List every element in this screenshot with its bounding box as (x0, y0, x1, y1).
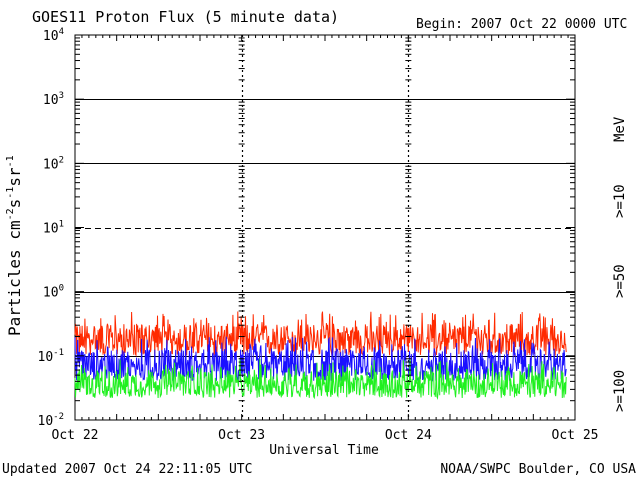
x-tick-label: Oct 22 (52, 428, 99, 443)
x-tick-label: Oct 25 (552, 428, 599, 443)
y-tick-label: 104 (43, 27, 64, 44)
flux-series (74, 311, 567, 400)
updated-timestamp: Updated 2007 Oct 24 22:11:05 UTC (2, 462, 252, 477)
legend-ge100: >=100 (612, 370, 628, 412)
y-tick-label: 10-1 (38, 348, 65, 365)
chart-title: GOES11 Proton Flux (5 minute data) (32, 8, 339, 26)
y-label-exp2: -1 (5, 187, 16, 199)
y-label-exp1: -2 (5, 208, 16, 220)
units-label: MeV (612, 116, 628, 142)
y-tick-label: 102 (43, 155, 64, 172)
y-tick-label: 103 (43, 91, 64, 108)
series-line-0 (74, 311, 567, 357)
legend: MeV >=10 >=50 >=100 (612, 116, 628, 412)
y-axis-label: Particles cm-2s-1sr-1 (5, 155, 24, 336)
begin-label: Begin: 2007 Oct 22 0000 UTC (416, 17, 627, 32)
data-source: NOAA/SWPC Boulder, CO USA (440, 462, 636, 477)
x-axis: Oct 22 Oct 23 Oct 24 Oct 25 (52, 35, 599, 443)
y-label-main: Particles cm (5, 220, 24, 336)
y-axis: 104 103 102 101 100 10-1 10-2 (38, 27, 575, 429)
y-tick-label: 10-2 (38, 412, 65, 429)
y-tick-label: 100 (43, 284, 64, 301)
y-label-exp3: -1 (5, 155, 16, 167)
legend-ge10: >=10 (612, 184, 628, 218)
y-label-s: s (5, 199, 24, 209)
x-tick-label: Oct 23 (218, 428, 265, 443)
x-axis-label: Universal Time (269, 443, 379, 458)
x-tick-label: Oct 24 (385, 428, 432, 443)
threshold-lines (75, 99, 575, 357)
series-line-2 (74, 358, 567, 400)
y-label-sr: sr (5, 167, 24, 187)
y-tick-label: 101 (43, 220, 64, 237)
legend-ge50: >=50 (612, 264, 628, 298)
